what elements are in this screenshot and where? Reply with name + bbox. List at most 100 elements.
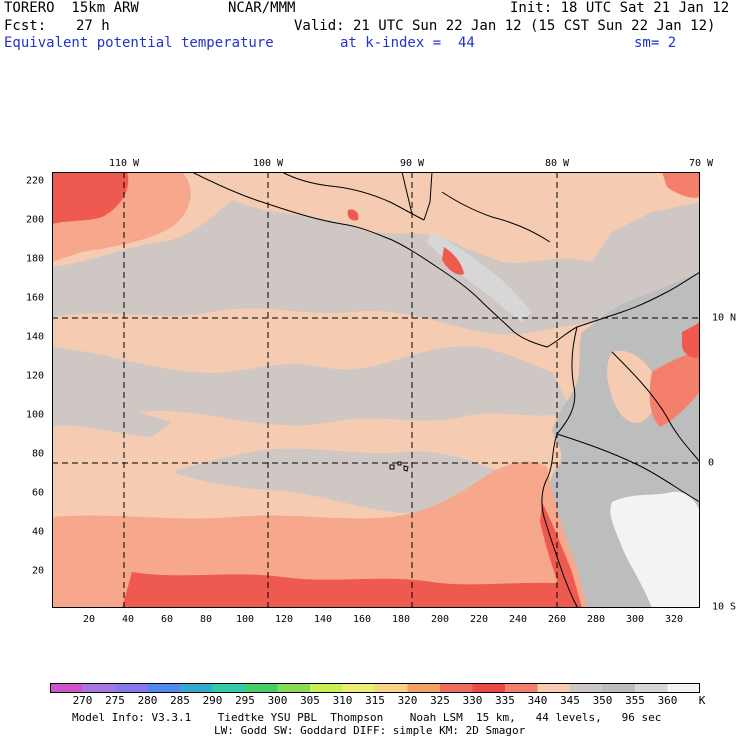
model-info: Model Info: V3.3.1 Tiedtke YSU PBL Thomp… — [72, 711, 662, 724]
model-title: TORERO 15km ARW — [4, 0, 139, 16]
valid-time: Valid: 21 UTC Sun 22 Jan 12 (15 CST Sun … — [294, 18, 716, 34]
x-tick-label: 80 — [199, 614, 213, 625]
colorbar-label: 310 — [332, 694, 353, 707]
galapagos-islands — [389, 461, 409, 472]
cold-high-andes — [610, 491, 700, 608]
lat-label-equator: 0 — [708, 457, 715, 469]
colorbar-label: 350 — [592, 694, 613, 707]
colorbar-segment — [147, 683, 181, 693]
map-frame — [52, 172, 700, 608]
init-time: Init: 18 UTC Sat 21 Jan 12 — [510, 0, 730, 16]
lon-label-70w: 70 W — [688, 158, 714, 169]
lon-label-80w: 80 W — [544, 158, 570, 169]
x-tick-label: 320 — [664, 614, 684, 625]
hot-peru-coast — [540, 502, 582, 608]
x-tick-label: 120 — [274, 614, 294, 625]
colorbar-segment — [277, 683, 311, 693]
colorbar-segment — [212, 683, 246, 693]
colorbar-segment — [570, 683, 603, 693]
colorbar-segment — [115, 683, 148, 693]
warm-east-patch — [649, 347, 700, 427]
hot-south-band — [122, 572, 582, 608]
colorbar-label: 355 — [625, 694, 645, 707]
band-345k-north — [52, 200, 700, 335]
colorbar-segment — [50, 683, 83, 693]
y-tick-label: 60 — [31, 487, 44, 499]
center-label: NCAR/MMM — [228, 0, 296, 16]
colorbar-label: 275 — [105, 694, 125, 707]
forecast-label: Fcst: — [4, 18, 47, 34]
coastline-central-america — [191, 172, 700, 348]
x-tick-label: 240 — [508, 614, 528, 625]
y-tick-label: 120 — [25, 370, 44, 382]
lat-label-10n: 10 N — [712, 312, 737, 324]
y-tick-label: 180 — [25, 253, 44, 265]
lat-label-10s: 10 S — [712, 601, 737, 613]
colorbar-segment — [505, 683, 538, 693]
x-tick-label: 60 — [160, 614, 174, 625]
level-label: at k-index = 44 — [340, 35, 475, 51]
colorbar-segment — [667, 683, 700, 693]
y-tick-label: 80 — [31, 448, 44, 460]
x-tick-label: 160 — [352, 614, 372, 625]
x-tick-label: 280 — [586, 614, 606, 625]
colorbar-label: 285 — [170, 694, 190, 707]
band-345k-lower — [52, 399, 172, 437]
land-340k-patch — [607, 350, 658, 423]
colorbar-segment — [537, 683, 571, 693]
colorbar-segment — [180, 683, 213, 693]
colorbar-label: 335 — [495, 694, 515, 707]
x-tick-label: 200 — [430, 614, 450, 625]
border-interior — [556, 351, 700, 503]
y-tick-label: 40 — [31, 526, 44, 538]
colorbar-label: 300 — [267, 694, 288, 707]
x-tick-label: 300 — [625, 614, 645, 625]
colorbar-label: 280 — [137, 694, 158, 707]
hot-ne-corner — [662, 172, 700, 198]
colorbar — [50, 683, 700, 693]
colorbar-label: 315 — [365, 694, 385, 707]
y-tick-label: 200 — [25, 214, 44, 226]
colorbar-label: 270 — [72, 694, 93, 707]
coastline-gulf — [281, 172, 425, 221]
x-tick-label: 40 — [121, 614, 135, 625]
colorbar-label: 295 — [235, 694, 255, 707]
hot-mexico-spot — [347, 209, 359, 221]
colorbar-frame — [50, 683, 700, 693]
colorbar-unit: K — [698, 694, 706, 707]
hot-honduras — [442, 247, 464, 275]
colorbar-segment — [342, 683, 376, 693]
colorbar-label: 290 — [202, 694, 223, 707]
x-tick-label: 140 — [313, 614, 333, 625]
colorbar-label: 320 — [397, 694, 418, 707]
lon-label-110w: 110 W — [108, 158, 140, 169]
x-tick-label: 100 — [235, 614, 255, 625]
colorbar-label: 345 — [560, 694, 580, 707]
y-tick-label: 140 — [25, 331, 44, 343]
x-tick-label: 260 — [547, 614, 567, 625]
colorbar-label: 330 — [462, 694, 483, 707]
field-name: Equivalent potential temperature — [4, 35, 274, 51]
y-tick-label: 20 — [31, 565, 44, 577]
colorbar-segment — [245, 683, 278, 693]
colorbar-segment — [310, 683, 343, 693]
x-tick-label: 180 — [391, 614, 411, 625]
colorbar-segment — [635, 683, 668, 693]
colorbar-label: 325 — [430, 694, 450, 707]
colorbar-segment — [375, 683, 408, 693]
coastline-south-america — [541, 326, 579, 608]
coastline-caribbean — [401, 172, 551, 243]
colorbar-segment — [472, 683, 506, 693]
colorbar-label: 305 — [300, 694, 320, 707]
y-tick-label: 100 — [25, 409, 44, 421]
band-345k-central — [52, 346, 572, 426]
y-tick-label: 160 — [25, 292, 44, 304]
colorbar-label: 360 — [657, 694, 678, 707]
land-central-america — [427, 232, 532, 322]
warm-south-band — [52, 461, 587, 608]
hot-nw-corner — [52, 172, 129, 224]
forecast-hour: 27 h — [76, 18, 110, 34]
y-tick-label: 220 — [25, 175, 44, 187]
colorbar-label: 340 — [527, 694, 548, 707]
band-345k-south — [172, 448, 512, 514]
